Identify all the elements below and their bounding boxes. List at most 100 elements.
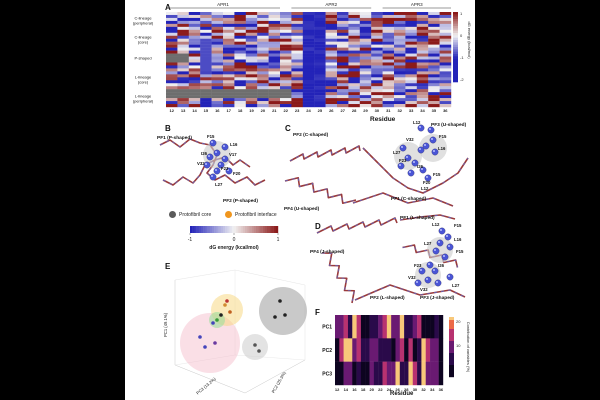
energy-colorbar-seg [240, 226, 243, 233]
residue-tick: 36 [443, 108, 448, 113]
heatmap-cell [280, 23, 292, 28]
energy-colorbar-seg [225, 226, 228, 233]
pca-point [257, 349, 261, 353]
res-label: L27 [215, 182, 223, 187]
heatmap-cell [211, 35, 224, 39]
cluster-pink [180, 313, 240, 373]
heatmap-cell [359, 17, 372, 22]
heatmap-cell [348, 80, 360, 84]
chain-c3-overlay [284, 177, 357, 204]
heatmap-cell [211, 86, 224, 90]
heatmap-cell [371, 50, 383, 54]
heatmap-cell [382, 20, 395, 25]
heatmap-cell [416, 20, 429, 25]
heatmap-cell [223, 80, 235, 84]
heatmap-cell [314, 101, 326, 105]
heatmap-cell [314, 92, 326, 96]
heatmap-cell [428, 56, 440, 60]
residue-ball-c [407, 169, 415, 177]
pc-colorbar-seg [449, 362, 454, 366]
heatmap-cell [359, 50, 372, 54]
heatmap-cell [348, 29, 360, 33]
heatmap-cell [359, 71, 372, 75]
pc-tick: 18 [361, 387, 366, 392]
res-label: L12 [421, 186, 429, 191]
row-group-label: (core) [138, 39, 149, 44]
heatmap-cell [302, 86, 315, 90]
heatmap-cell [439, 26, 452, 31]
heatmap-cell [314, 20, 326, 25]
residue-tick: 12 [169, 108, 174, 113]
heatmap-cell [394, 95, 406, 99]
heatmap-cell [211, 29, 224, 33]
heatmap-cell [200, 86, 212, 90]
heatmap-cell [223, 20, 235, 25]
residue-ball-d [436, 239, 444, 247]
colorbar-segment [453, 61, 458, 64]
energy-colorbar-seg [260, 226, 263, 233]
energy-tick: 1 [277, 237, 280, 243]
heatmap-cell [337, 104, 349, 108]
pc-cell [343, 338, 349, 362]
heatmap-cell [200, 29, 212, 33]
pc-row-label: PC2 [322, 348, 332, 354]
legend-interface: Protofibril interface [225, 211, 277, 218]
heatmap-cell [348, 65, 360, 69]
residue-ball-b-shine [223, 145, 225, 147]
energy-colorbar-seg [245, 226, 248, 233]
heatmap-cell [428, 44, 440, 48]
chain-d1 [316, 217, 398, 234]
heatmap-cell [166, 50, 178, 54]
residue-tick: 16 [215, 108, 220, 113]
residue-ball-c-shine [426, 176, 428, 178]
heatmap-cell [291, 71, 303, 75]
heatmap-cell [200, 32, 212, 36]
heatmap-cell [211, 44, 224, 48]
heatmap-cell [314, 12, 326, 16]
heatmap-cell [223, 68, 235, 72]
heatmap-cell [302, 17, 315, 22]
heatmap-cell [280, 44, 292, 48]
pca-3d-scatter: PC1 (49.1%) PC3 (13.2%) PC2 (25.3%) [163, 269, 307, 395]
heatmap-cell [211, 83, 224, 87]
heatmap-cell [394, 14, 406, 19]
heatmap-cell [234, 26, 246, 31]
heatmap-cell [200, 92, 212, 96]
heatmap-cell [382, 95, 395, 99]
heatmap-cell [257, 89, 269, 93]
colorbar-title: dG energy (kcal/mol) [467, 21, 472, 59]
res-label: F23 [414, 263, 422, 268]
heatmap-cell [348, 35, 360, 39]
heatmap-cell [439, 68, 452, 72]
pc-colorbar-seg [449, 368, 454, 372]
heatmap-cell [302, 68, 315, 72]
heatmap-cell [405, 14, 417, 19]
chain-c1 [289, 145, 361, 162]
heatmap-cell [302, 74, 315, 78]
heatmap-cell [394, 23, 406, 28]
heatmap-cell [291, 83, 303, 87]
heatmap-cell [268, 92, 281, 96]
heatmap-cell [166, 53, 178, 57]
heatmap-cell [359, 83, 372, 87]
pf-label-c1: PF1 (C-shaped) [391, 196, 427, 202]
heatmap-cell [291, 12, 303, 16]
heatmap-cell [382, 50, 395, 54]
heatmap-cell [291, 74, 303, 78]
heatmap-cell [234, 17, 246, 22]
heatmap-cell [359, 59, 372, 63]
heatmap-cell [302, 44, 315, 48]
energy-colorbar-seg [205, 226, 208, 233]
heatmap-cell [325, 83, 338, 87]
pc-colorbar-tick: 20 [456, 319, 461, 324]
heatmap-cell [337, 98, 349, 102]
pc-cell [365, 361, 370, 386]
heatmap-cell [234, 80, 246, 84]
heatmap-cell [257, 53, 269, 57]
heatmap-cell [439, 92, 452, 96]
res-label: F15 [454, 223, 462, 228]
heatmap-cell [291, 80, 303, 84]
residue-ball-d-shine [440, 229, 442, 231]
energy-colorbar-seg [231, 226, 235, 233]
heatmap-cell [291, 50, 303, 54]
